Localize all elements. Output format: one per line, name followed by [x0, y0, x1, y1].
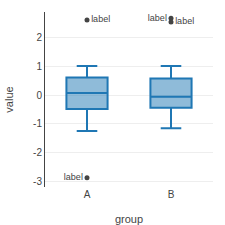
svg-text:group: group — [115, 213, 143, 225]
svg-text:A: A — [84, 189, 91, 200]
svg-text:label: label — [91, 14, 110, 24]
svg-text:label: label — [175, 16, 194, 26]
svg-text:label: label — [64, 172, 83, 182]
svg-text:value: value — [3, 86, 15, 112]
svg-text:2: 2 — [36, 32, 42, 43]
svg-text:0: 0 — [36, 90, 42, 101]
svg-text:1: 1 — [36, 61, 42, 72]
svg-text:B: B — [168, 189, 175, 200]
svg-text:label: label — [148, 13, 167, 23]
svg-text:-2: -2 — [33, 147, 42, 158]
svg-text:-3: -3 — [33, 176, 42, 187]
svg-text:-1: -1 — [33, 118, 42, 129]
